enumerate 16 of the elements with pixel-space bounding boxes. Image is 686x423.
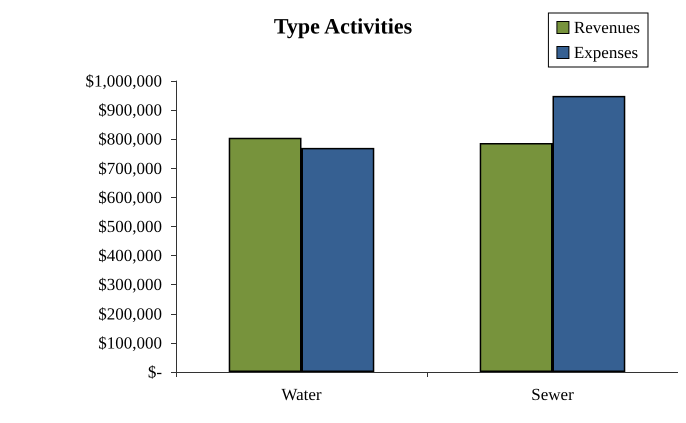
y-tick-label: $600,000 (98, 188, 162, 207)
y-tick-label: $800,000 (98, 130, 162, 149)
y-tick-label: $100,000 (98, 333, 162, 352)
y-tick-label: $- (148, 362, 162, 382)
y-tick-label: $700,000 (98, 158, 162, 178)
y-tick-label: $900,000 (98, 100, 162, 120)
y-tick-label: $300,000 (98, 275, 162, 294)
legend-label: Revenues (574, 18, 640, 37)
x-tick-label: Water (281, 385, 322, 404)
chart-title: Type Activities (274, 14, 413, 38)
y-tick-label: $200,000 (98, 304, 162, 324)
y-tick-label: $500,000 (98, 217, 162, 236)
y-tick-label: $400,000 (98, 246, 162, 266)
y-tick-label: $1,000,000 (86, 72, 162, 90)
legend-label: Expenses (574, 43, 638, 62)
x-tick-label: Sewer (531, 385, 574, 404)
